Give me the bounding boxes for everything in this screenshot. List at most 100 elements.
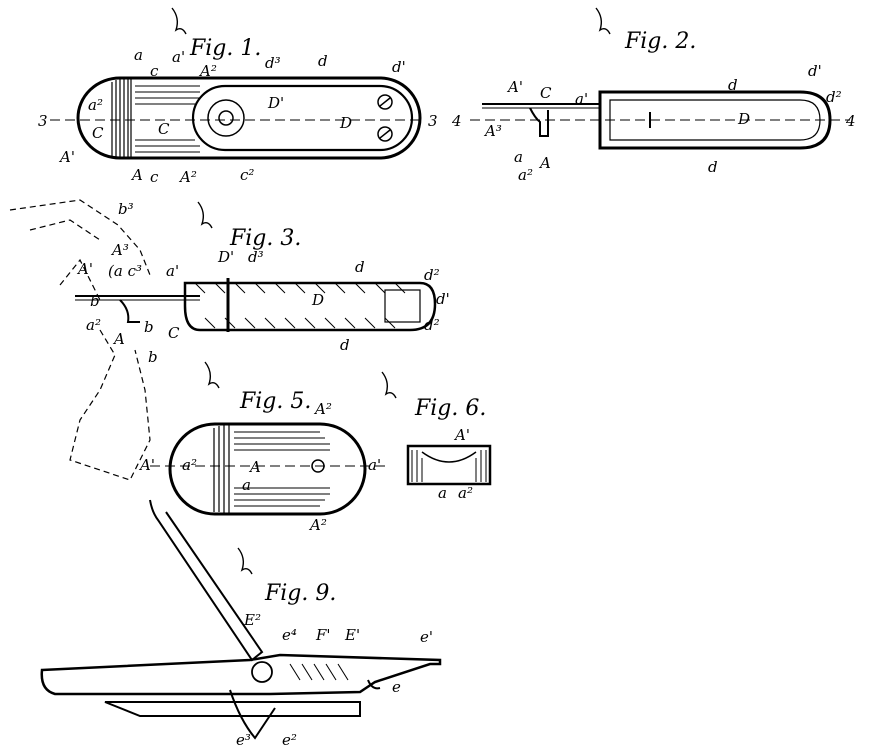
fig6-label: A' xyxy=(453,426,470,444)
fig2-label: A xyxy=(538,154,551,172)
fig3-label: D' xyxy=(217,248,234,266)
fig2-hinge xyxy=(530,108,548,136)
fig2-title-flourish xyxy=(596,8,610,34)
fig6-hatching xyxy=(412,450,486,482)
fig1-label: A² xyxy=(178,168,197,186)
fig3-label: b³ xyxy=(118,200,134,218)
fig9-body xyxy=(42,655,440,694)
fig2-label: D xyxy=(737,110,750,128)
fig9-label: E² xyxy=(243,611,261,629)
fig1-label: A' xyxy=(58,148,75,166)
fig3-label: a² xyxy=(86,316,101,334)
fig1-label: c xyxy=(150,62,159,80)
fig1-label: d³ xyxy=(265,54,281,72)
fig3-label: A³ xyxy=(110,241,129,259)
fig1-label: a' xyxy=(172,48,185,66)
fig1-label: C xyxy=(92,124,104,142)
figure-9: Fig. 9. E² e⁴ F' E' e' e e³ e² xyxy=(42,500,440,749)
fig1-label: a² xyxy=(88,96,103,114)
fig2-label: d xyxy=(708,158,718,176)
fig2-label: a' xyxy=(575,90,588,108)
fig3-title: Fig. 3. xyxy=(229,226,301,251)
fig9-label: e³ xyxy=(236,731,251,749)
fig1-label: a xyxy=(134,46,143,64)
fig3-label: b xyxy=(144,318,154,336)
fig2-label: C xyxy=(540,84,552,102)
fig9-label: E' xyxy=(344,626,360,644)
fig3-label: A xyxy=(112,330,125,348)
fig5-end-hatching xyxy=(214,425,229,513)
fig6-title-flourish xyxy=(382,372,396,398)
fig1-label: A xyxy=(130,166,143,184)
fig3-label: d³ xyxy=(248,248,264,266)
fig9-title-flourish xyxy=(238,548,252,574)
fig1-label: c² xyxy=(240,166,254,184)
figure-2: Fig. 2. 4 4 A' C a' d d' d² D A³ a a² A … xyxy=(451,8,856,184)
fig1-title: Fig. 1. xyxy=(189,36,261,61)
fig1-label: d' xyxy=(392,58,406,76)
fig5-label: A' xyxy=(138,456,155,474)
fig9-label: e' xyxy=(420,628,433,646)
fig1-label: d xyxy=(318,52,328,70)
fig5-ribs xyxy=(234,432,330,506)
fig9-label: e xyxy=(392,678,401,696)
fig3-label: d xyxy=(355,258,365,276)
fig3-end-block xyxy=(385,290,420,322)
fig2-label: d xyxy=(728,76,738,94)
fig1-label: c xyxy=(150,168,159,186)
fig9-label: F' xyxy=(315,626,331,644)
fig3-hinge xyxy=(120,300,140,322)
fig1-label: D xyxy=(339,114,352,132)
fig3-title-flourish xyxy=(198,202,212,228)
fig3-label: A' xyxy=(76,260,93,278)
fig1-label: C xyxy=(158,120,170,138)
fig5-label: A² xyxy=(313,400,332,418)
fig9-hatching xyxy=(290,664,348,680)
fig1-end-cap-hatching xyxy=(112,79,131,158)
fig2-label: A³ xyxy=(483,122,502,140)
fig3-label: (a c³ xyxy=(108,262,142,280)
fig3-hand-outline xyxy=(10,200,150,480)
fig3-label: d² xyxy=(424,266,440,284)
fig1-pivot-boss xyxy=(208,100,244,136)
figure-3: Fig. 3. b³ A³ A' (a c³ a' xyxy=(10,200,450,480)
fig1-label: A² xyxy=(198,62,217,80)
fig5-label: a' xyxy=(368,456,381,474)
fig2-label: a² xyxy=(518,166,533,184)
fig3-label: b xyxy=(90,292,100,310)
fig6-title: Fig. 6. xyxy=(414,396,486,421)
fig1-label: 3 xyxy=(38,112,48,130)
fig1-pivot-screw xyxy=(219,111,233,125)
fig5-label: A xyxy=(248,458,261,476)
fig5-title-flourish xyxy=(205,362,219,388)
fig3-label: d xyxy=(340,336,350,354)
fig2-label: a xyxy=(514,148,523,166)
fig3-label: d² xyxy=(424,316,440,334)
fig2-label: d' xyxy=(808,62,822,80)
fig2-label: 4 xyxy=(451,112,462,130)
fig1-title-flourish xyxy=(172,8,186,34)
fig3-label: b xyxy=(148,348,158,366)
fig3-label: C xyxy=(168,324,180,342)
fig9-title: Fig. 9. xyxy=(264,581,336,606)
fig6-label: a² xyxy=(458,484,473,502)
fig1-label: D' xyxy=(267,94,284,112)
fig3-hatch-bottom xyxy=(205,318,395,328)
fig6-end-view xyxy=(408,446,490,484)
fig9-lever-arm xyxy=(150,500,262,660)
fig2-label: A' xyxy=(506,78,523,96)
fig1-outer-case xyxy=(78,78,420,158)
fig9-label: e² xyxy=(282,731,297,749)
fig9-label: e⁴ xyxy=(282,626,297,644)
fig1-inner-plate xyxy=(193,86,412,150)
fig5-label: a² xyxy=(182,456,197,474)
fig1-ribbed-body xyxy=(135,86,200,152)
fig9-base-plate xyxy=(105,702,360,716)
figure-6: Fig. 6. A' a a² xyxy=(382,372,490,502)
figure-1: Fig. 1. 3 3 a a' A² d³ d xyxy=(38,8,438,186)
fig6-label: a xyxy=(438,484,447,502)
fig3-label: a' xyxy=(166,262,179,280)
fig2-label: 4 xyxy=(845,112,856,130)
fig9-pivot xyxy=(252,662,272,682)
